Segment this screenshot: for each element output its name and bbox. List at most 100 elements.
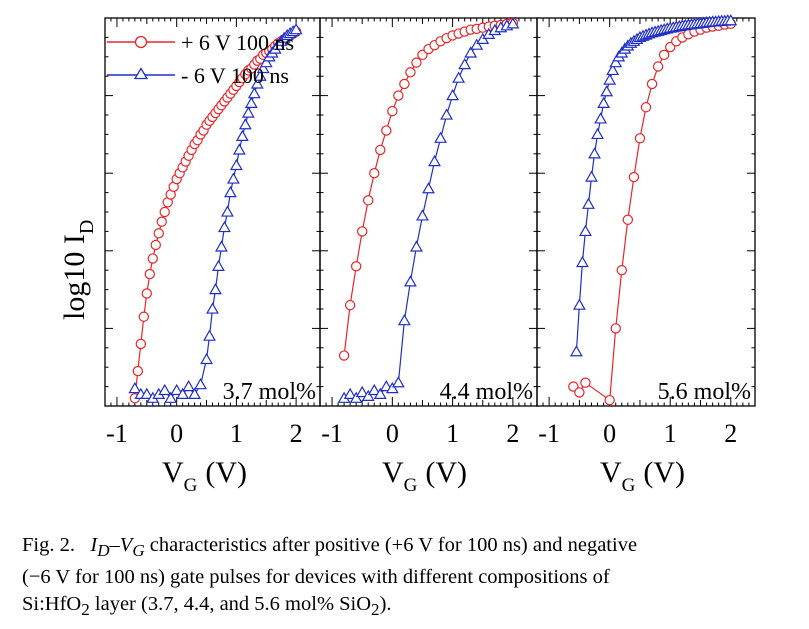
data-point-circle bbox=[132, 365, 144, 377]
data-point-triangle bbox=[241, 106, 255, 118]
data-point-triangle bbox=[203, 329, 216, 341]
x-tick-label: -1 bbox=[106, 419, 128, 448]
data-point-circle bbox=[338, 350, 350, 361]
data-point-triangle bbox=[428, 154, 441, 167]
x-tick-label: 1 bbox=[664, 419, 677, 448]
data-point-triangle bbox=[603, 73, 617, 85]
panel-3: -1 0 1 2 5.6 mol% bbox=[536, 14, 756, 448]
data-point-triangle bbox=[232, 143, 246, 155]
data-point-circle bbox=[610, 323, 621, 334]
data-point-circle bbox=[144, 268, 155, 280]
data-point-triangle bbox=[724, 14, 738, 26]
data-point-circle bbox=[153, 228, 164, 239]
data-point-triangle bbox=[458, 57, 472, 70]
data-point-triangle bbox=[188, 387, 202, 400]
caption-line-1: Fig. 2. ID–VG characteristics after posi… bbox=[22, 534, 638, 561]
data-point-triangle bbox=[361, 389, 375, 401]
data-point-triangle bbox=[446, 88, 460, 101]
data-point-triangle bbox=[600, 85, 614, 97]
data-point-triangle bbox=[597, 96, 611, 109]
data-point-triangle bbox=[410, 240, 423, 252]
data-point-circle bbox=[369, 167, 380, 179]
data-point-triangle bbox=[218, 220, 231, 233]
data-point-triangle bbox=[440, 108, 454, 120]
data-point-triangle bbox=[434, 131, 447, 143]
data-point-circle bbox=[616, 265, 627, 276]
data-point-triangle bbox=[506, 17, 520, 29]
x-tick-label: 2 bbox=[290, 419, 303, 448]
legend: + 6 V 100 ns - 6 V 100 ns bbox=[107, 30, 294, 88]
x-tick-label: 1 bbox=[446, 419, 459, 448]
x-tick-label: 0 bbox=[170, 419, 183, 448]
data-point-triangle bbox=[206, 302, 219, 314]
data-point-triangle bbox=[397, 314, 411, 326]
data-point-triangle bbox=[140, 387, 154, 400]
data-point-triangle bbox=[229, 158, 243, 171]
data-point-triangle bbox=[220, 205, 234, 217]
data-point-circle bbox=[393, 90, 404, 101]
data-point-circle bbox=[150, 239, 161, 251]
data-point-triangle bbox=[244, 96, 258, 109]
data-point-circle bbox=[628, 171, 640, 183]
data-point-triangle bbox=[385, 381, 399, 394]
data-point-circle bbox=[381, 125, 392, 136]
legend-label-positive: + 6 V 100 ns bbox=[181, 30, 294, 55]
data-point-circle bbox=[138, 311, 150, 322]
data-point-triangle bbox=[256, 61, 270, 74]
data-point-triangle bbox=[575, 255, 589, 268]
data-point-triangle bbox=[209, 282, 222, 295]
data-point-triangle bbox=[343, 387, 357, 400]
data-point-circle bbox=[399, 78, 410, 90]
figure: -1 0 1 23.7 mol%-1 0 1 24.4 mol%-1 0 1 25.6 mol% … bbox=[58, 14, 756, 496]
legend-marker-positive bbox=[134, 35, 148, 49]
x-tick-label: -1 bbox=[538, 419, 560, 448]
data-point-triangle bbox=[289, 23, 303, 35]
data-point-circle bbox=[350, 261, 362, 272]
panel-label: 3.7 mol% bbox=[223, 379, 316, 405]
data-point-triangle bbox=[609, 56, 623, 68]
panel-1: -1 0 1 2 3.7 mol% bbox=[104, 17, 321, 448]
data-point-circle bbox=[574, 387, 585, 398]
data-point-triangle bbox=[194, 378, 207, 390]
data-point-triangle bbox=[582, 197, 595, 209]
data-point-triangle bbox=[416, 209, 429, 221]
x-tick-label: 2 bbox=[724, 419, 737, 448]
data-point-circle bbox=[622, 214, 634, 225]
data-point-triangle bbox=[591, 127, 604, 140]
y-axis-label: log10 ID bbox=[58, 220, 98, 320]
caption-fig-label: Fig. 2. bbox=[22, 534, 75, 556]
data-point-triangle bbox=[128, 381, 142, 394]
data-point-circle bbox=[147, 253, 158, 264]
data-point-triangle bbox=[606, 63, 620, 76]
data-point-circle bbox=[411, 57, 422, 68]
data-point-triangle bbox=[594, 112, 608, 124]
caption-line-2: (−6 V for 100 ns) gate pulses for device… bbox=[22, 566, 610, 589]
data-point-circle bbox=[387, 105, 398, 117]
data-point-circle bbox=[135, 338, 147, 350]
data-point-triangle bbox=[253, 69, 267, 81]
legend-label-negative: - 6 V 100 ns bbox=[181, 63, 289, 88]
plot-frame bbox=[319, 17, 538, 407]
x-tick-label: 0 bbox=[603, 419, 616, 448]
data-point-circle bbox=[646, 78, 658, 90]
data-point-triangle bbox=[349, 391, 363, 403]
x-axis-label-panel-1: VG (V) bbox=[162, 456, 247, 496]
data-point-triangle bbox=[367, 383, 381, 396]
figure-caption: Fig. 2. ID–VG characteristics after posi… bbox=[22, 532, 792, 623]
data-point-triangle bbox=[572, 298, 586, 310]
data-point-triangle bbox=[223, 185, 237, 198]
data-point-triangle bbox=[158, 383, 172, 396]
data-point-triangle bbox=[579, 224, 592, 237]
data-point-triangle bbox=[238, 118, 252, 130]
data-point-triangle bbox=[588, 147, 601, 159]
panel-label: 5.6 mol% bbox=[658, 379, 751, 405]
data-point-circle bbox=[580, 377, 591, 388]
data-point-triangle bbox=[569, 345, 583, 357]
data-point-triangle bbox=[247, 87, 261, 99]
data-point-triangle bbox=[422, 182, 435, 194]
data-point-triangle bbox=[403, 275, 417, 287]
data-point-triangle bbox=[452, 71, 466, 83]
data-point-triangle bbox=[250, 77, 264, 89]
data-point-circle bbox=[634, 133, 646, 144]
data-point-triangle bbox=[176, 387, 190, 400]
